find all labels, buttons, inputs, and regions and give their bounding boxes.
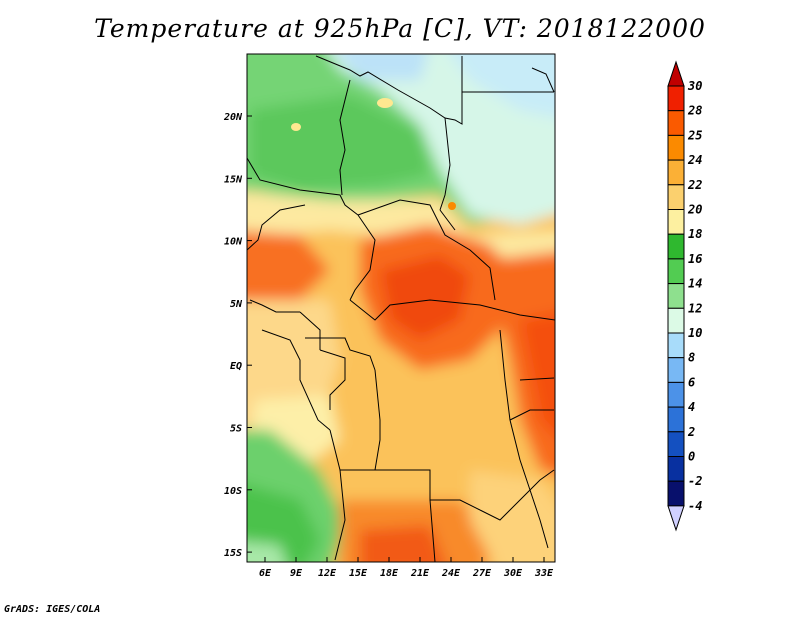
colorbar-label: 24 [687,153,702,167]
country-borders [247,55,555,562]
lon-label: 27E [472,568,492,579]
colorbar-swatch [667,184,685,211]
lon-label: 21E [410,568,430,579]
colorbar-label: 2 [687,425,695,439]
lon-label: 18E [380,568,399,579]
colorbar-swatch [667,406,685,433]
colorbar-label: 10 [688,326,702,340]
colorbar-swatch [667,85,685,112]
colorbar-label: 30 [687,79,702,93]
lon-label: 6E [259,568,272,579]
grads-credit: GrADS: IGES/COLA [4,604,101,615]
lat-axis: 20N 15N 10N 5N EQ 5S 10S 15S [223,112,252,559]
colorbar-swatch [667,258,685,285]
colorbar-label: 28 [687,104,702,118]
lat-label: 5N [230,299,243,310]
lat-label: 10S [224,486,242,497]
colorbar-bottom-arrow [667,505,685,532]
lon-label: 9E [290,568,303,579]
colorbar-swatch [667,480,685,507]
lat-label: 20N [223,112,243,123]
colorbar-swatch [667,233,685,260]
colorbar-label: 0 [688,450,695,464]
lat-label: 15S [224,548,242,559]
lon-label: 24E [441,568,461,579]
colorbar-swatch [667,159,685,186]
colorbar-swatch [667,307,685,334]
lon-label: 12E [318,568,337,579]
lat-label: 5S [230,424,242,435]
colorbar-swatch [667,357,685,383]
colorbar-label: -2 [688,474,702,488]
colorbar-label: 20 [687,203,702,217]
lat-label: 10N [224,237,243,248]
colorbar-label: 12 [688,301,702,315]
colorbar-swatch [667,332,685,359]
colorbar-swatch [667,456,685,482]
colorbar-label: 16 [688,252,702,266]
temperature-field [247,54,555,562]
colorbar-swatch [667,283,685,309]
lon-label: 33E [534,568,554,579]
colorbar-swatch [667,134,685,161]
lat-label: EQ [230,361,242,372]
colorbar-swatch [667,110,685,136]
colorbar-swatch [667,209,685,235]
colorbar-label: -4 [688,499,702,513]
colorbar-label: 4 [688,400,695,414]
colorbar-swatch [667,381,685,408]
lon-axis: 6E 9E 12E 15E 18E 21E 24E 27E 30E 33E [259,557,554,579]
colorbar-top-arrow [667,60,685,87]
lon-label: 15E [349,568,368,579]
colorbar-swatch [667,431,685,457]
colorbar-label: 18 [688,227,702,241]
colorbar-label: 8 [688,351,695,365]
colorbar-label: 25 [687,128,702,142]
colorbar-label: 22 [687,178,702,192]
colorbar-label: 14 [688,277,702,291]
colorbar-label: 6 [688,375,695,389]
map-frame [246,53,556,563]
chart-title: Temperature at 925hPa [C], VT: 201812200… [94,14,706,43]
lat-label: 15N [224,174,243,185]
lon-label: 30E [503,568,523,579]
